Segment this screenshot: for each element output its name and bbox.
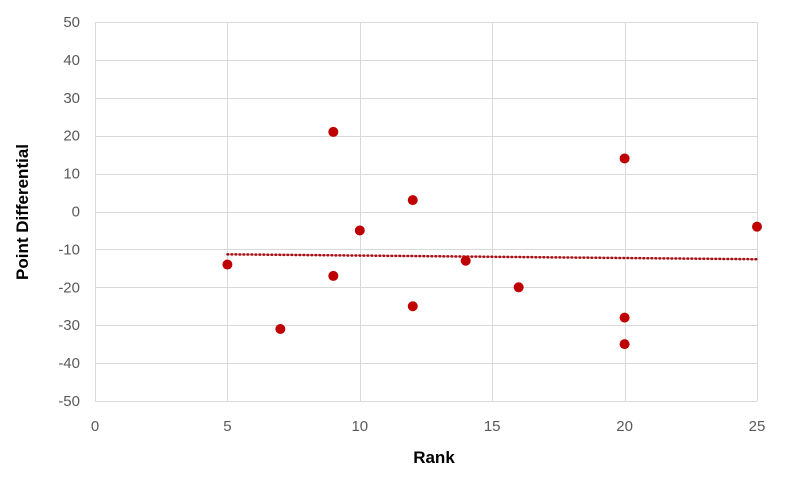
- data-point: [752, 221, 762, 232]
- x-axis-title: Rank: [413, 448, 455, 467]
- data-point: [619, 339, 630, 350]
- data-point: [275, 323, 286, 334]
- trendline: [226, 253, 759, 261]
- y-tick-label: 30: [63, 90, 80, 107]
- y-axis-title: Point Differential: [13, 144, 32, 280]
- y-tick-label: -50: [58, 393, 80, 410]
- y-tick-label: -10: [58, 241, 80, 258]
- y-tick-label: -30: [58, 317, 80, 334]
- trendline-layer: [226, 253, 759, 261]
- data-point: [619, 153, 630, 164]
- data-point: [513, 282, 524, 293]
- y-axis-ticks: 50 40 30 20 10 0 -10 -20 -30 -40 -50: [58, 14, 80, 410]
- y-tick-label: -40: [58, 355, 80, 372]
- x-tick-label: 25: [749, 418, 766, 435]
- y-tick-label: 10: [63, 166, 80, 183]
- y-tick-label: 40: [63, 52, 80, 69]
- y-tick-label: 50: [63, 14, 80, 31]
- x-tick-label: 0: [91, 418, 99, 435]
- data-point: [222, 259, 233, 270]
- data-point: [460, 255, 471, 266]
- data-points: [222, 126, 762, 350]
- data-point: [407, 195, 418, 206]
- x-tick-label: 10: [351, 418, 368, 435]
- data-point: [328, 126, 339, 137]
- data-point: [354, 225, 365, 236]
- x-tick-label: 15: [484, 418, 501, 435]
- x-axis-ticks: 0 5 10 15 20 25: [91, 418, 766, 435]
- data-point: [619, 312, 630, 323]
- grid-lines: [95, 22, 758, 402]
- data-point: [328, 270, 339, 281]
- y-tick-label: -20: [58, 279, 80, 296]
- y-tick-label: 20: [63, 128, 80, 145]
- x-tick-label: 5: [223, 418, 231, 435]
- data-point: [407, 301, 418, 312]
- y-tick-label: 0: [72, 204, 80, 221]
- x-tick-label: 20: [616, 418, 633, 435]
